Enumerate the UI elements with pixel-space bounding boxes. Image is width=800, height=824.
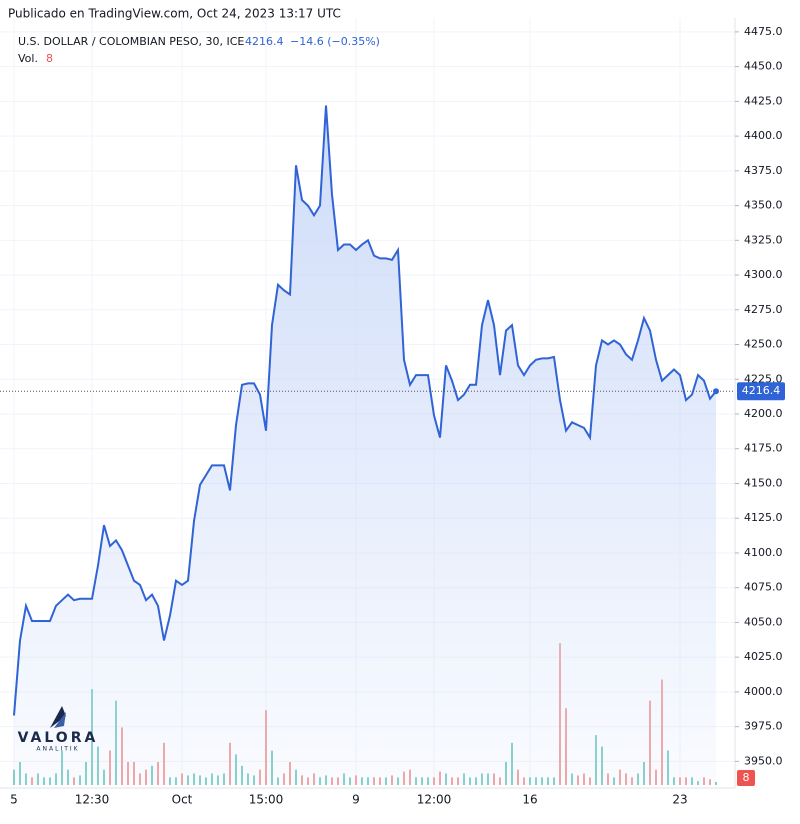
x-tick-label: 12:00 xyxy=(417,793,452,807)
volume-badge xyxy=(737,770,755,786)
last-point xyxy=(713,388,719,395)
y-tick-label: 4325.0 xyxy=(744,233,783,246)
x-tick-label: 16 xyxy=(522,793,537,807)
volume-value: 8 xyxy=(46,52,53,65)
price-change: −14.6 (−0.35%) xyxy=(290,35,380,48)
y-tick-label: 4050.0 xyxy=(744,615,783,628)
y-tick-label: 4100.0 xyxy=(744,546,783,559)
logo-name: VALORA xyxy=(18,730,99,746)
x-tick-label: 15:00 xyxy=(249,793,284,807)
logo-icon xyxy=(50,706,66,728)
y-tick-label: 4225.0 xyxy=(744,372,783,385)
y-tick-label: 4350.0 xyxy=(744,199,783,212)
x-tick-label: 5 xyxy=(10,793,18,807)
logo-tagline: ANALITIK xyxy=(36,746,79,753)
y-tick-label: 4425.0 xyxy=(744,94,783,107)
price-area xyxy=(14,105,716,785)
y-tick-label: 4200.0 xyxy=(744,407,783,420)
x-tick-label: Oct xyxy=(172,793,193,807)
logo-icon xyxy=(54,712,66,728)
symbol-title: U.S. DOLLAR / COLOMBIAN PESO, 30, ICE xyxy=(18,35,244,48)
x-tick-label: 23 xyxy=(672,793,687,807)
price-badge xyxy=(737,382,785,401)
y-tick-label: 4375.0 xyxy=(744,164,783,177)
x-tick-label: 9 xyxy=(352,793,360,807)
y-tick-label: 4300.0 xyxy=(744,268,783,281)
y-tick-label: 4000.0 xyxy=(744,685,783,698)
price-layer xyxy=(0,105,735,785)
price-line xyxy=(13,105,717,716)
last-price: 4216.4 xyxy=(245,35,284,48)
source: Publicado en TradingView.com, Oct 24, 20… xyxy=(8,7,341,21)
logo: VALORA ANALITIK xyxy=(18,706,99,753)
y-tick-label: 4125.0 xyxy=(744,511,783,524)
y-tick-label: 4025.0 xyxy=(744,650,783,663)
y-tick-label: 4450.0 xyxy=(744,60,783,73)
volume-label: Vol. xyxy=(18,52,38,65)
y-tick-label: 4275.0 xyxy=(744,303,783,316)
y-tick-label: 4075.0 xyxy=(744,581,783,594)
y-tick-label: 4400.0 xyxy=(744,129,783,142)
x-tick-label: 12:30 xyxy=(75,793,110,807)
y-tick-label: 4475.0 xyxy=(744,25,783,38)
y-tick-label: 3975.0 xyxy=(744,720,783,733)
y-tick-label: 4150.0 xyxy=(744,476,783,489)
y-tick-label: 3950.0 xyxy=(744,754,783,767)
y-tick-label: 4175.0 xyxy=(744,442,783,455)
price-badge-label: 4216.4 xyxy=(742,384,781,397)
y-tick-label: 4250.0 xyxy=(744,338,783,351)
volume-badge-label: 8 xyxy=(743,771,750,784)
